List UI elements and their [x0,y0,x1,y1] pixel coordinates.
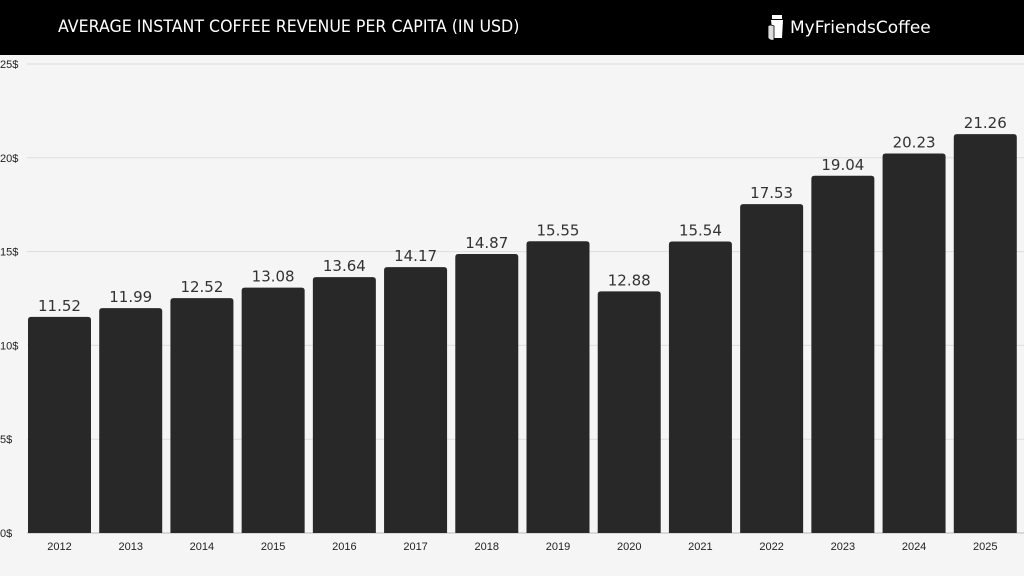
bar [170,298,234,533]
y-tick-label: 15$ [0,247,18,259]
bar [740,204,804,533]
bar [455,254,519,533]
x-tick-label: 2022 [759,541,783,553]
x-tick-label: 2018 [475,541,499,553]
data-label: 12.88 [608,271,651,289]
bar [811,175,875,533]
x-tick-label: 2015 [261,541,285,553]
bar [882,153,946,533]
data-label: 11.52 [38,297,81,315]
bar [953,134,1017,533]
x-tick-label: 2023 [831,541,855,553]
y-tick-label: 20$ [0,153,18,165]
x-tick-label: 2020 [617,541,641,553]
x-tick-label: 2017 [403,541,427,553]
brand-logo: MyFriendsCoffee [768,14,931,42]
bar [241,287,305,533]
data-label: 19.04 [821,156,864,174]
bar-chart: 0$ 5$ 10$ 15$ 20$ 25$ 11.52 2012 11.99 2013 12.52 2… [0,59,1024,553]
header-bar: AVERAGE INSTANT COFFEE REVENUE PER CAPIT… [0,0,1024,55]
coffee-cup-hand-icon [768,15,783,41]
data-label: 21.26 [964,114,1007,132]
data-label: 14.87 [465,234,508,252]
bar [312,277,376,533]
y-tick-label: 10$ [0,340,18,352]
chart-title: AVERAGE INSTANT COFFEE REVENUE PER CAPIT… [58,17,520,37]
bar [597,291,661,533]
x-tick-label: 2024 [902,541,926,553]
data-label: 13.64 [323,257,366,275]
data-label: 17.53 [750,184,793,202]
bar [526,241,590,534]
x-tick-label: 2012 [47,541,71,553]
x-tick-label: 2025 [973,541,997,553]
x-tick-label: 2013 [118,541,142,553]
bar [384,267,448,533]
data-label: 12.52 [180,278,223,296]
brand-name: MyFriendsCoffee [790,18,931,38]
data-label: 15.55 [537,221,580,239]
x-tick-label: 2019 [546,541,570,553]
data-label: 13.08 [252,268,295,286]
x-tick-label: 2021 [688,541,712,553]
data-label: 11.99 [109,288,152,306]
x-tick-label: 2016 [332,541,356,553]
data-label: 14.17 [394,247,437,265]
bar [668,241,732,533]
data-label: 20.23 [893,133,936,151]
y-tick-label: 0$ [0,528,12,540]
bar [28,316,91,533]
x-tick-label: 2014 [190,541,214,553]
data-label: 15.54 [679,221,722,239]
bar [99,308,163,533]
y-tick-label: 5$ [0,434,12,446]
y-tick-label: 25$ [0,59,18,71]
